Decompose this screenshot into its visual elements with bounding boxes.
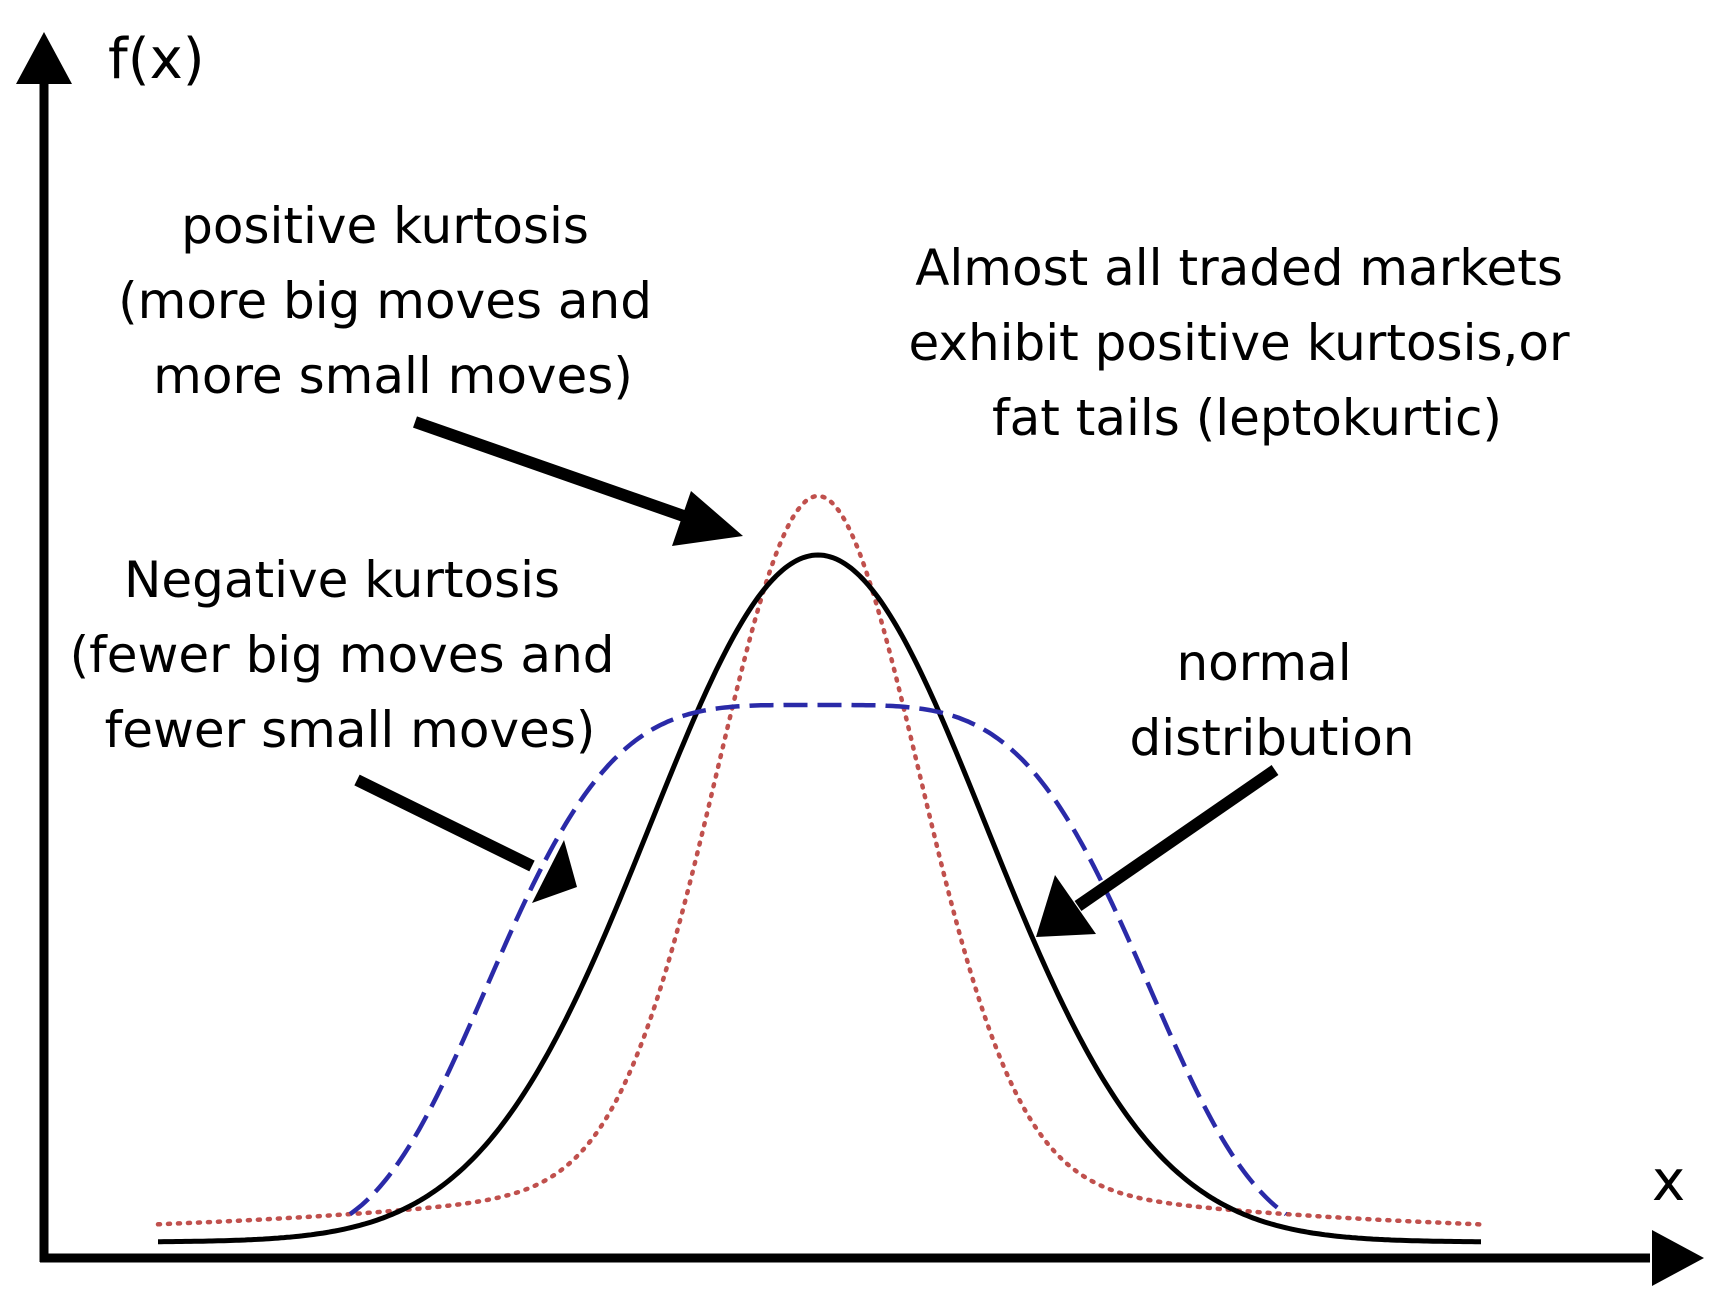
annotation-arrows	[354, 416, 1279, 937]
markets-note: Almost all traded markets exhibit positi…	[909, 239, 1586, 447]
positive-kurtosis-line: more small moves)	[153, 347, 633, 405]
negative-kurtosis-line: Negative kurtosis	[124, 551, 560, 609]
positive-kurtosis-curve	[155, 493, 1484, 1227]
normal-distribution-label: normal distribution	[1130, 634, 1415, 767]
negative-kurtosis-label: Negative kurtosis (fewer big moves and f…	[70, 551, 631, 759]
negative-kurtosis-arrow	[354, 774, 577, 903]
normal-distribution-curve	[158, 552, 1481, 1245]
positive-kurtosis-arrow	[413, 416, 743, 546]
annotation-texts: positive kurtosis (more big moves and mo…	[70, 197, 1586, 767]
curves	[155, 493, 1484, 1245]
positive-kurtosis-line: positive kurtosis	[181, 197, 589, 255]
normal-distribution-line: distribution	[1130, 709, 1415, 767]
y-axis-arrowhead	[16, 32, 72, 84]
positive-kurtosis-label: positive kurtosis (more big moves and mo…	[118, 197, 668, 405]
negative-kurtosis-line: (fewer big moves and	[70, 626, 615, 684]
x-axis-label: x	[1652, 1149, 1685, 1214]
markets-note-line: exhibit positive kurtosis,or	[909, 314, 1571, 372]
negative-kurtosis-curve	[348, 702, 1288, 1217]
normal-distribution-line: normal	[1176, 634, 1351, 692]
normal-distribution-arrow	[1036, 765, 1279, 937]
axes: f(x) x	[16, 27, 1704, 1286]
y-axis-label: f(x)	[108, 27, 205, 92]
x-axis-arrowhead	[1652, 1230, 1704, 1286]
markets-note-line: Almost all traded markets	[915, 239, 1563, 297]
markets-note-line: fat tails (leptokurtic)	[992, 389, 1502, 447]
positive-kurtosis-line: (more big moves and	[118, 272, 652, 330]
negative-kurtosis-line: fewer small moves)	[105, 701, 596, 759]
